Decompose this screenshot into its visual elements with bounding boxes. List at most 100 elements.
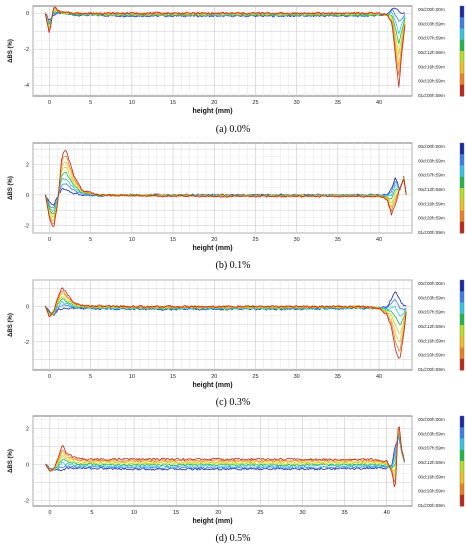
legend-color-swatch	[460, 51, 464, 63]
legend-color-swatch	[460, 461, 464, 473]
legend-label: 00d:03h:59m	[418, 158, 445, 163]
x-tick-label: 0	[48, 510, 51, 516]
series-line-3	[45, 434, 405, 471]
x-tick-label: 0	[48, 100, 51, 106]
x-tick-label: 15	[170, 237, 176, 243]
legend-color-swatch	[460, 176, 464, 189]
x-tick-label: 30	[299, 510, 305, 516]
legend-label: 00d:07h:59m	[418, 36, 445, 41]
y-axis-label: ΔBS (%)	[8, 313, 14, 337]
legend-label: 01d:00h:59m	[418, 503, 445, 508]
x-tick-label: 10	[129, 374, 135, 380]
legend-color-swatch	[460, 347, 464, 360]
x-tick-label: 25	[252, 100, 258, 106]
legend-label: 00d:20h:59m	[418, 489, 445, 494]
y-tick-label: -2	[24, 47, 29, 53]
x-tick-label: 5	[89, 237, 92, 243]
legend-label: 00d:20h:59m	[418, 353, 445, 358]
y-axis-label: ΔBS (%)	[8, 39, 14, 63]
x-tick-label: 40	[376, 237, 382, 243]
legend-label: 01d:00h:59m	[418, 230, 445, 235]
y-tick-label: -2	[24, 499, 29, 505]
x-tick-label: 5	[89, 374, 92, 380]
y-tick-label: 0	[26, 193, 29, 199]
legend-color-swatch	[460, 280, 464, 292]
legend-color-swatch	[460, 449, 464, 462]
legend-color-swatch	[460, 438, 464, 451]
legend-color-bar-frame	[459, 279, 465, 371]
legend-label: 00d:20h:59m	[418, 79, 445, 84]
caption-d: (d) 0.5%	[215, 533, 251, 544]
caption-a: (a) 0.0%	[215, 124, 251, 135]
y-tick-label: -2	[24, 223, 29, 229]
legend-color-swatch	[460, 416, 464, 428]
legend-color-swatch	[460, 188, 464, 200]
chart-panel-a: 0 5 10 15 20 25 30 35 40 0 -2 -4 height (mm) ΔBS (%) 0…	[8, 5, 465, 115]
series-line-8	[45, 287, 407, 359]
legend: 00d:00h:00m 00d:03h:59m 00d:07h:59m 00d:12h…	[418, 415, 465, 508]
x-tick-label: 20	[211, 374, 217, 380]
legend-color-swatch	[460, 210, 464, 223]
legend-color-swatch	[460, 302, 464, 315]
legend-label: 00d:03h:59m	[418, 295, 445, 300]
series-line-1	[45, 435, 405, 472]
y-axis-label: ΔBS (%)	[8, 449, 14, 473]
x-tick-label: 30	[294, 237, 300, 243]
x-tick-label: 15	[173, 510, 179, 516]
legend-color-swatch	[460, 494, 464, 507]
x-tick-label: 25	[257, 510, 263, 516]
legend-color-swatch	[460, 62, 464, 74]
legend-color-swatch	[460, 6, 464, 18]
legend-label: 00d:12h:59m	[418, 460, 445, 465]
x-tick-label: 30	[294, 100, 300, 106]
legend-color-bar-frame	[459, 142, 465, 234]
legend-label: 00d:00h:00m	[418, 417, 445, 422]
legend-label: 00d:20h:59m	[418, 216, 445, 221]
x-tick-label: 10	[129, 100, 135, 106]
x-tick-label: 40	[376, 374, 382, 380]
legend-label: 00d:00h:00m	[418, 144, 445, 149]
legend-color-swatch	[460, 199, 464, 211]
legend: 00d:00h:00m 00d:03h:59m 00d:07h:59m 00d:12h…	[418, 5, 465, 98]
x-tick-label: 30	[294, 374, 300, 380]
x-tick-label: 35	[335, 100, 341, 106]
x-tick-label: 35	[342, 510, 348, 516]
series-line-7	[45, 291, 407, 352]
y-tick-label: 0	[26, 463, 29, 469]
x-tick-label: 15	[170, 374, 176, 380]
legend-label: 00d:16h:59m	[418, 201, 445, 206]
x-tick-label: 10	[129, 237, 135, 243]
chart-panel-c: 0 5 10 15 20 25 30 35 40 0 -2 height (mm) ΔBS (%) 00d…	[8, 279, 465, 389]
legend-label: 00d:12h:59m	[418, 50, 445, 55]
legend-color-bar-frame	[459, 415, 465, 507]
legend-color-swatch	[460, 17, 464, 29]
legend-label: 00d:03h:59m	[418, 21, 445, 26]
y-tick-label: 2	[26, 162, 29, 168]
legend-label: 00d:03h:59m	[418, 431, 445, 436]
legend: 00d:00h:00m 00d:03h:59m 00d:07h:59m 00d:12h…	[418, 279, 465, 372]
legend: 00d:00h:00m 00d:03h:59m 00d:07h:59m 00d:12h…	[418, 142, 465, 235]
series-line-2	[45, 434, 405, 471]
series-line-3	[45, 301, 407, 317]
legend-label: 00d:00h:00m	[418, 7, 445, 12]
legend-color-swatch	[460, 472, 464, 484]
series-line-6	[45, 161, 407, 222]
x-axis-label: height (mm)	[192, 518, 232, 525]
series-line-8	[45, 6, 406, 88]
x-tick-label: 5	[89, 100, 92, 106]
legend-label: 00d:07h:59m	[418, 446, 445, 451]
x-tick-label: 25	[252, 237, 258, 243]
x-tick-label: 20	[211, 237, 217, 243]
legend-color-swatch	[460, 483, 464, 496]
legend-color-swatch	[460, 336, 464, 348]
caption-c: (c) 0.3%	[215, 397, 251, 408]
x-tick-label: 0	[48, 374, 51, 380]
legend-label: 00d:12h:59m	[418, 187, 445, 192]
x-tick-label: 25	[252, 374, 258, 380]
legend-label: 00d:07h:59m	[418, 310, 445, 315]
y-tick-label: -4	[24, 83, 29, 89]
legend-label: 00d:16h:59m	[418, 64, 445, 69]
legend-label: 01d:00h:59m	[418, 367, 445, 372]
